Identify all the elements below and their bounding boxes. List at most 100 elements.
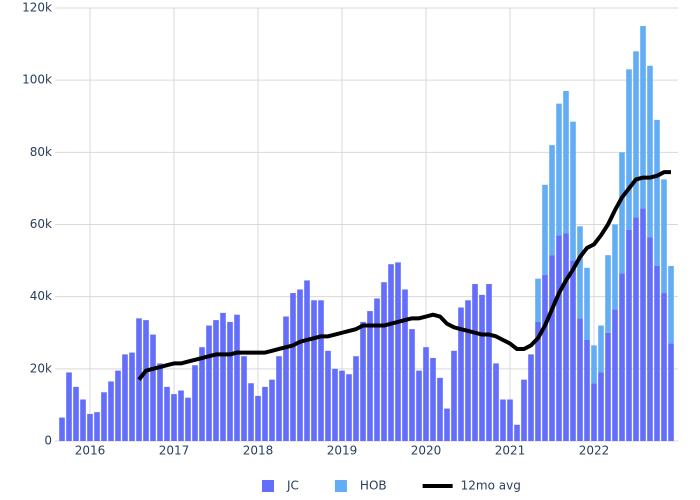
bar [388, 264, 394, 441]
bar [213, 320, 219, 441]
bar [535, 278, 541, 322]
bar [640, 208, 646, 441]
bar [297, 289, 303, 441]
bar [353, 356, 359, 441]
y-tick-label: 80k [30, 145, 52, 159]
bar [451, 350, 457, 441]
x-tick-label: 2017 [159, 444, 190, 458]
bar [542, 184, 548, 276]
x-tick-label: 2019 [327, 444, 358, 458]
bar [479, 294, 485, 441]
bar [612, 224, 618, 310]
y-tick-label: 40k [30, 289, 52, 303]
bar [199, 347, 205, 441]
bar [360, 321, 366, 441]
bar [500, 399, 506, 441]
x-tick-label: 2016 [75, 444, 106, 458]
bar [164, 386, 170, 441]
bar [122, 354, 128, 441]
x-tick-label: 2020 [411, 444, 442, 458]
bar [619, 152, 625, 274]
bar [248, 383, 254, 441]
bar [283, 316, 289, 441]
bar [661, 179, 667, 294]
bar [549, 145, 555, 256]
bar [570, 121, 576, 261]
x-tick-label: 2022 [579, 444, 610, 458]
legend-label: 12mo avg [461, 479, 521, 493]
bar [619, 273, 625, 441]
bar [661, 293, 667, 441]
line [137, 170, 671, 381]
bar [577, 318, 583, 441]
bar [94, 412, 100, 441]
bar [374, 298, 380, 441]
bar [591, 383, 597, 441]
bar [73, 386, 79, 441]
bar [507, 399, 513, 441]
bar [290, 293, 296, 441]
bar [472, 284, 478, 441]
bar [402, 289, 408, 441]
bar [486, 284, 492, 441]
bar [66, 372, 72, 441]
legend-swatch [334, 480, 347, 492]
bar [129, 352, 135, 441]
bar [395, 262, 401, 441]
bar [591, 345, 597, 384]
bar [332, 368, 338, 441]
bar [241, 356, 247, 441]
bar [647, 237, 653, 441]
bar [444, 408, 450, 441]
bar [206, 325, 212, 441]
y-tick-label: 60k [30, 217, 52, 231]
bar [325, 350, 331, 441]
bar [101, 392, 107, 441]
bar [528, 354, 534, 441]
bar [108, 381, 114, 441]
bar [346, 374, 352, 441]
y-tick-label: 0 [44, 434, 52, 448]
bar [185, 397, 191, 441]
bar [612, 309, 618, 441]
bar [430, 358, 436, 441]
legend-label: JC [286, 479, 299, 493]
bar [542, 275, 548, 441]
bar [339, 370, 345, 441]
bar [80, 399, 86, 441]
plot-area [59, 26, 674, 441]
bar [668, 265, 674, 344]
bar [633, 217, 639, 441]
bar [605, 332, 611, 441]
bar [563, 90, 569, 234]
bar [598, 325, 604, 373]
bar [654, 265, 660, 441]
y-tick-label: 100k [22, 73, 52, 87]
bar [150, 334, 156, 441]
bar [584, 339, 590, 441]
bar [318, 300, 324, 441]
bar [626, 229, 632, 441]
bar [409, 329, 415, 441]
legend-label: HOB [360, 479, 387, 493]
bar [563, 233, 569, 441]
bar [227, 321, 233, 441]
bar [381, 282, 387, 441]
x-tick-label: 2021 [495, 444, 526, 458]
legend: JC HOB 12mo avg [262, 479, 521, 493]
bar [262, 386, 268, 441]
bar [458, 307, 464, 441]
bar [437, 377, 443, 441]
bar [234, 314, 240, 441]
bar [115, 370, 121, 441]
bar [556, 103, 562, 236]
bar [570, 260, 576, 441]
bar [255, 395, 261, 441]
bar [584, 267, 590, 340]
bar [549, 255, 555, 441]
y-tick-label: 20k [30, 361, 52, 375]
bar [269, 379, 275, 441]
bar [59, 417, 65, 441]
bar [647, 65, 653, 238]
